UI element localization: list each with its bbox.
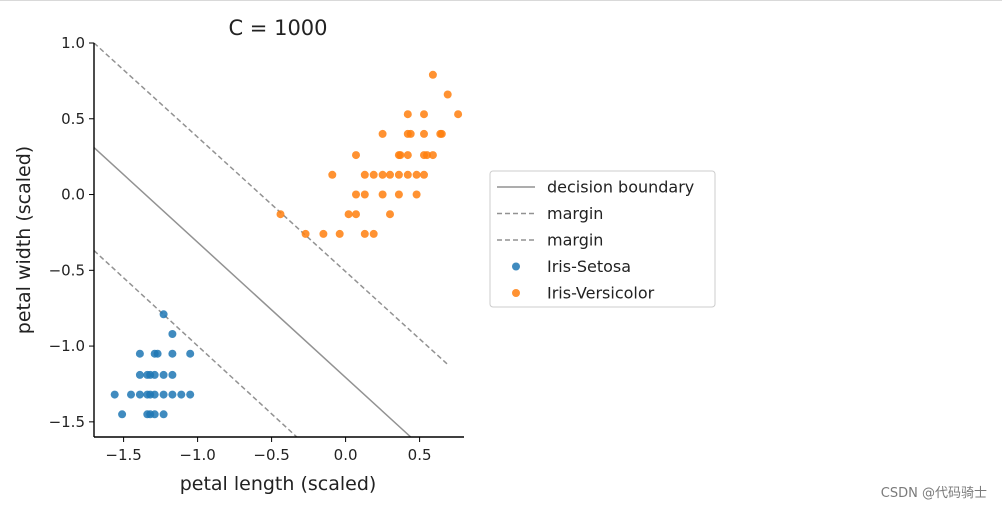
iris-versicolor-point <box>378 170 387 179</box>
iris-versicolor-point <box>344 210 353 219</box>
iris-versicolor-point <box>301 229 310 238</box>
y-tick-label: −0.5 <box>49 261 85 279</box>
iris-versicolor-point <box>276 210 285 219</box>
boundary-lines <box>93 42 450 438</box>
iris-setosa-point <box>177 390 186 399</box>
legend-label-iris-setosa: Iris-Setosa <box>547 257 631 276</box>
iris-versicolor-point <box>378 129 387 138</box>
iris-setosa-point <box>159 310 168 319</box>
iris-versicolor-point <box>386 210 394 219</box>
y-tick-label: −1.0 <box>49 337 85 355</box>
y-tick-label: 0.5 <box>61 110 85 128</box>
legend-marker-iris-setosa <box>512 262 520 271</box>
top-divider <box>0 0 1002 1</box>
iris-setosa-point <box>153 349 162 358</box>
iris-setosa-point <box>186 390 195 399</box>
iris-versicolor-point <box>412 190 421 199</box>
legend-marker-iris-versicolor <box>512 289 520 297</box>
iris-setosa-point <box>168 330 177 338</box>
iris-versicolor-point <box>360 190 369 199</box>
iris-versicolor-point <box>396 151 405 160</box>
chart-title: C = 1000 <box>228 16 327 40</box>
legend: decision boundary margin margin Iris-Setosa… <box>489 170 716 308</box>
iris-setosa-point <box>127 390 135 399</box>
iris-setosa-point <box>135 370 144 379</box>
iris-versicolor-point <box>335 229 344 238</box>
iris-versicolor-point <box>352 210 360 219</box>
y-tick-label: 0.0 <box>61 186 85 204</box>
iris-versicolor-point <box>454 110 463 119</box>
iris-versicolor-point <box>406 129 415 138</box>
iris-versicolor-point <box>386 170 394 179</box>
iris-setosa-point <box>159 410 168 419</box>
y-ticks: −1.5 −1.0 −0.5 0.0 0.5 1.0 <box>49 34 94 431</box>
iris-versicolor-point <box>420 110 428 119</box>
iris-versicolor-point <box>352 190 360 199</box>
iris-setosa-point <box>168 349 177 358</box>
iris-versicolor-point <box>437 129 446 138</box>
y-tick-label: −1.5 <box>49 413 85 431</box>
watermark: CSDN @代码骑士 <box>880 486 987 501</box>
data-points <box>110 70 463 419</box>
iris-setosa-point <box>150 410 159 419</box>
iris-versicolor-point <box>328 170 337 179</box>
iris-setosa-point <box>150 390 159 399</box>
iris-setosa-point <box>168 390 177 399</box>
iris-setosa-point <box>159 390 168 399</box>
x-ticks: −1.5 −1.0 −0.5 0.0 0.5 <box>105 437 432 464</box>
iris-versicolor-point <box>394 170 403 179</box>
iris-versicolor-point <box>352 151 360 160</box>
iris-versicolor-point <box>394 190 403 199</box>
x-tick-label: 0.5 <box>408 446 432 464</box>
legend-label-margin: margin <box>547 231 603 250</box>
iris-versicolor-point <box>420 129 428 138</box>
y-axis-label: petal width (scaled) <box>13 146 35 334</box>
iris-versicolor-point <box>403 110 412 119</box>
legend-label-decision-boundary: decision boundary <box>547 178 694 197</box>
legend-label-margin: margin <box>547 204 603 223</box>
legend-frame <box>489 170 716 308</box>
x-tick-label: −1.5 <box>105 446 141 464</box>
iris-versicolor-point <box>443 90 452 99</box>
legend-label-iris-versicolor: Iris-Versicolor <box>547 284 655 303</box>
iris-versicolor-point <box>369 170 378 179</box>
iris-versicolor-point <box>423 151 431 160</box>
iris-versicolor-point <box>403 170 412 179</box>
iris-setosa-point <box>135 349 144 358</box>
x-tick-label: 0.0 <box>334 446 358 464</box>
iris-versicolor-point <box>378 190 387 199</box>
x-tick-label: −0.5 <box>253 446 289 464</box>
iris-versicolor-point <box>319 229 328 238</box>
iris-setosa-point <box>135 390 144 399</box>
iris-setosa-point <box>159 370 168 379</box>
x-tick-label: −1.0 <box>179 446 215 464</box>
iris-versicolor-point <box>403 151 412 160</box>
iris-versicolor-point <box>420 170 428 179</box>
iris-versicolor-point <box>428 70 437 79</box>
x-axis-label: petal length (scaled) <box>180 473 377 495</box>
iris-setosa-point <box>118 410 127 419</box>
iris-setosa-point <box>168 370 177 379</box>
iris-versicolor-point <box>412 170 421 179</box>
iris-setosa-point <box>186 349 195 358</box>
iris-setosa-point <box>150 370 159 379</box>
iris-versicolor-point <box>360 170 369 179</box>
margin-line-2 <box>93 250 298 438</box>
iris-versicolor-point <box>360 229 369 238</box>
y-tick-label: 1.0 <box>61 34 85 52</box>
margin-line-1 <box>93 42 450 367</box>
iris-versicolor-point <box>369 229 378 238</box>
iris-versicolor-point <box>428 151 437 160</box>
decision-boundary-line <box>93 147 412 438</box>
iris-setosa-point <box>110 390 119 399</box>
